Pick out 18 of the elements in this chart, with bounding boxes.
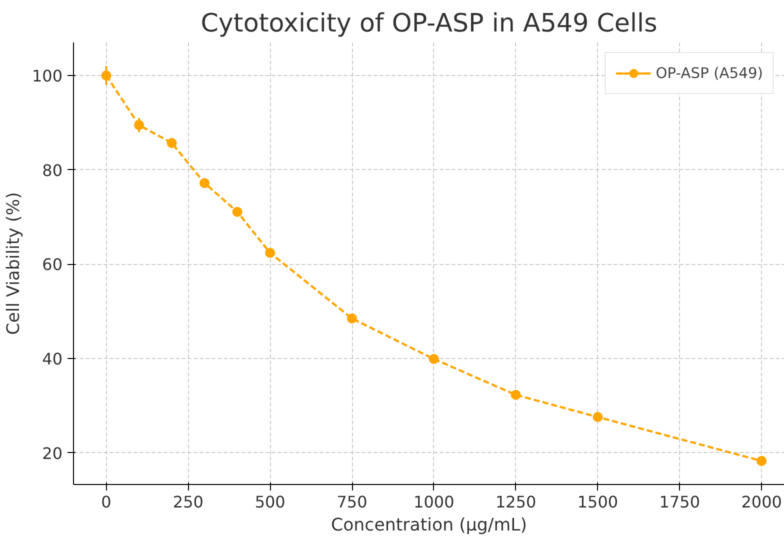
x-tick-label: 750	[336, 492, 368, 512]
y-tick-label: 20	[42, 444, 62, 463]
y-tick-label: 80	[42, 160, 62, 180]
y-axis-title: Cell Viability (%)	[4, 192, 24, 335]
x-tick-label: 250	[172, 492, 204, 512]
x-tick-label: 2000	[741, 492, 782, 512]
y-tick-label: 40	[42, 350, 62, 369]
x-tick-label: 1500	[577, 492, 618, 512]
x-tick-label: 1250	[495, 492, 536, 512]
x-tick-label: 1000	[414, 492, 454, 512]
y-tick-label: 100	[32, 66, 63, 86]
x-tick-label: 500	[254, 492, 286, 512]
legend-label: OP-ASP (A549)	[656, 64, 763, 82]
x-axis-title: Concentration (µg/mL)	[330, 516, 528, 536]
chart-title: Cytotoxicity of OP-ASP in A549 Cells	[200, 8, 658, 38]
x-tick-label: 0	[101, 492, 112, 512]
x-tick-label: 1750	[659, 492, 700, 512]
y-tick-label: 60	[42, 255, 62, 274]
